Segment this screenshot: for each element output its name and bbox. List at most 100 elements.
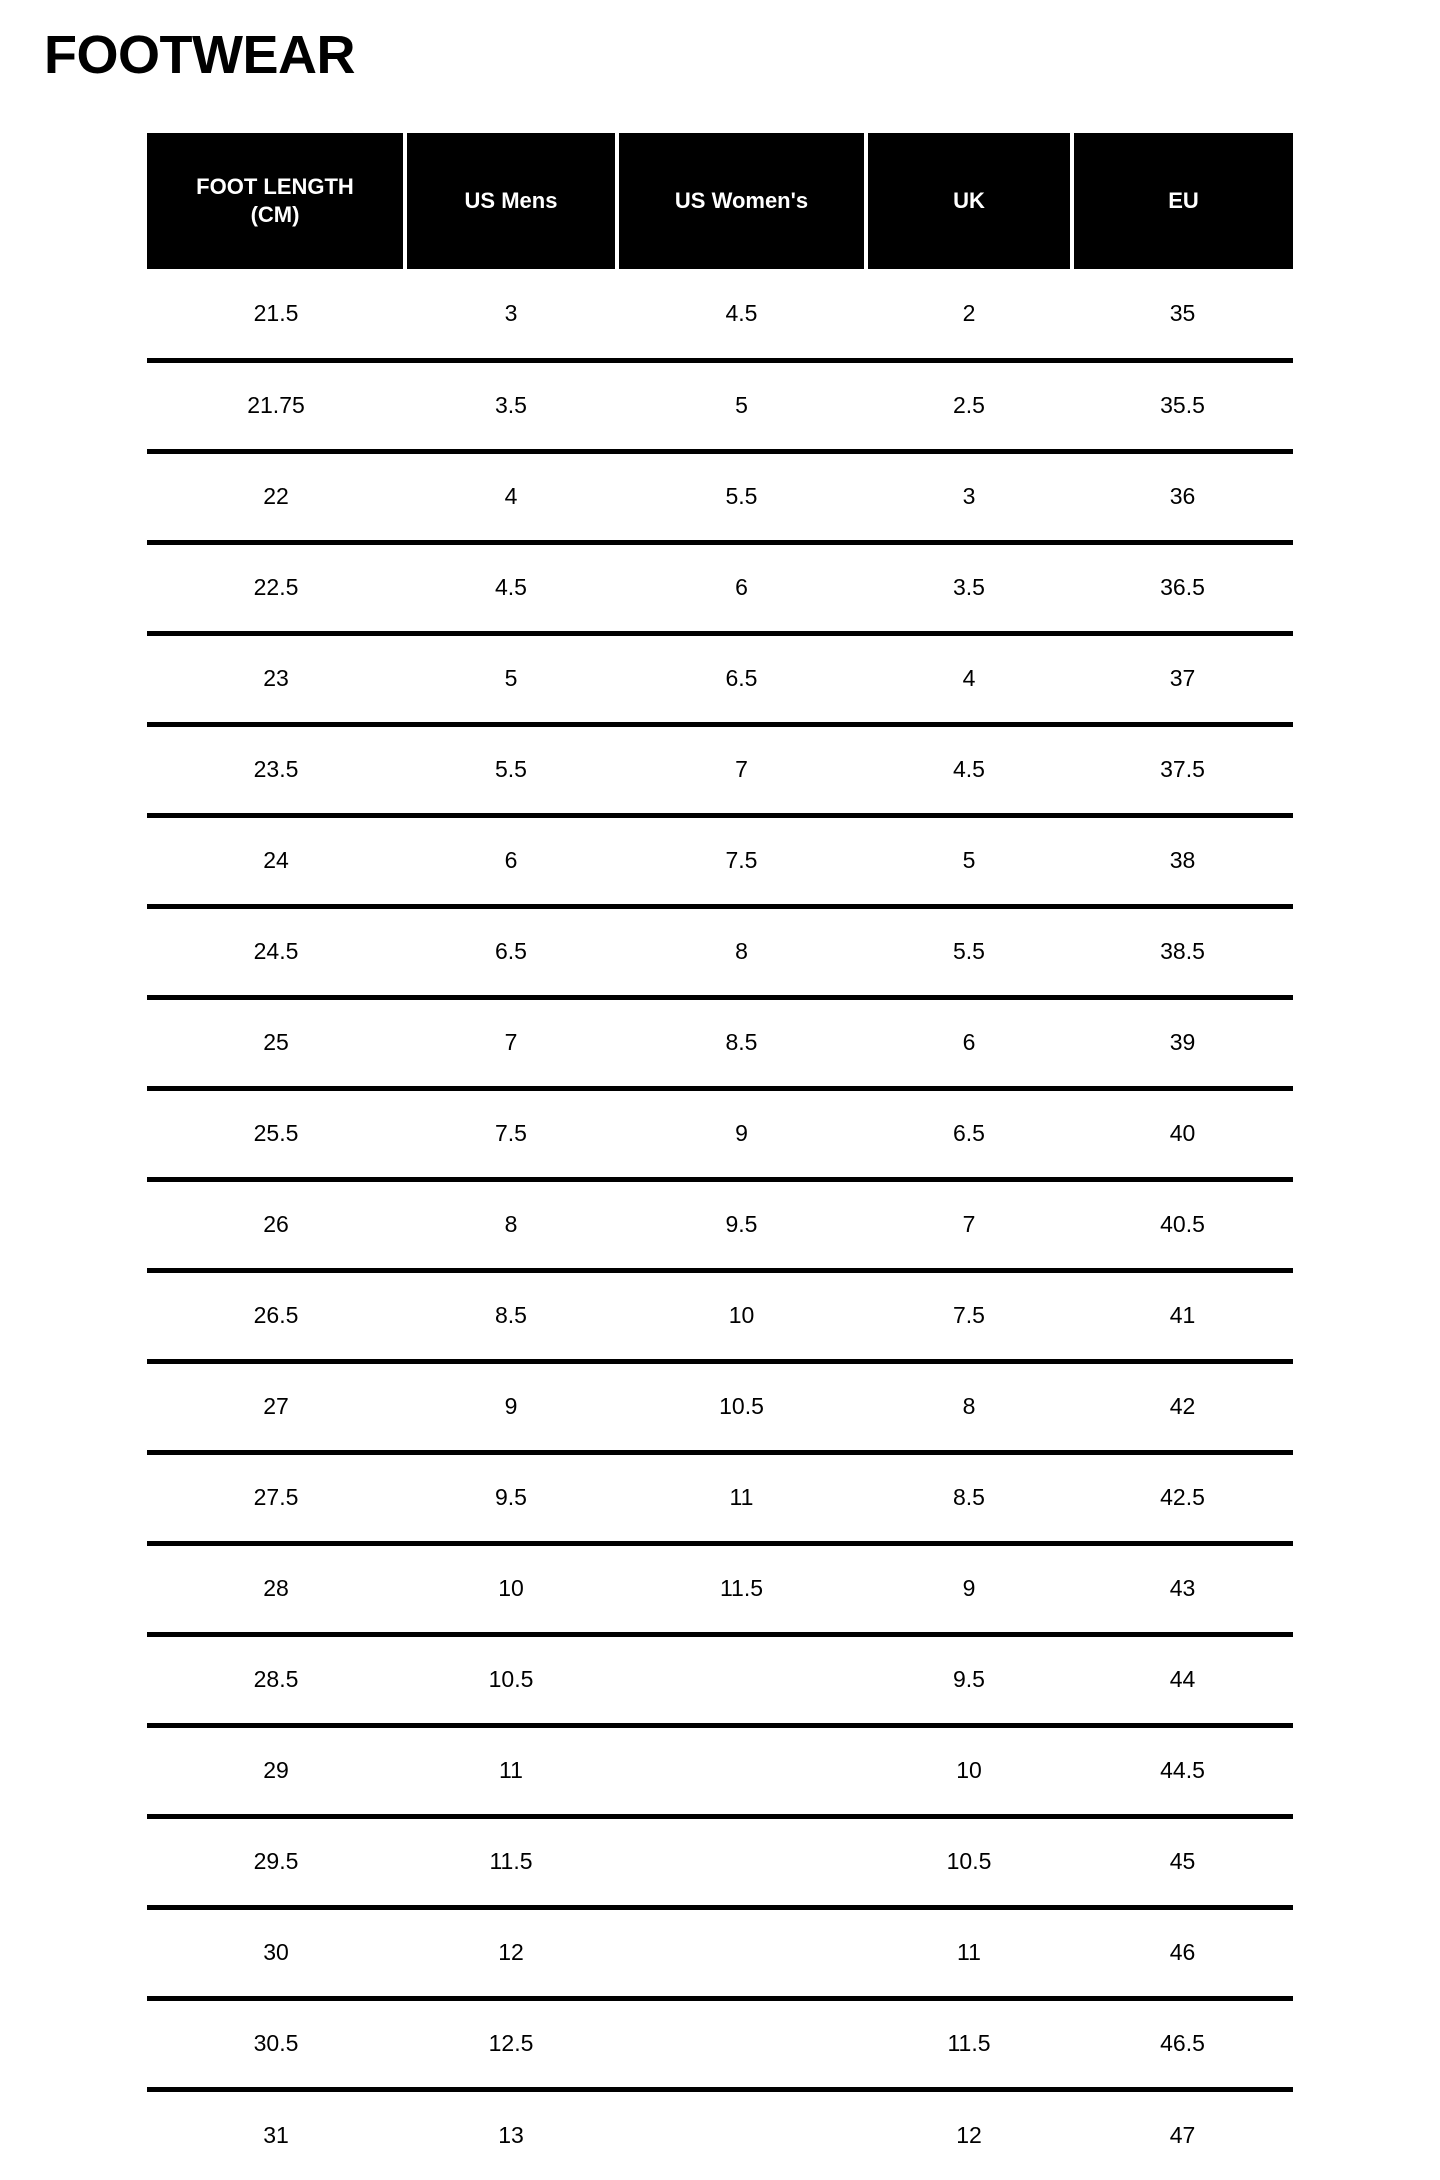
- cell-eu: 37.5: [1072, 724, 1293, 818]
- cell-uk: 4: [866, 633, 1072, 727]
- cell-us_mens: 8: [405, 1179, 617, 1273]
- cell-us_womens: [617, 2089, 866, 2180]
- cell-us_mens: 12: [405, 1907, 617, 2001]
- cell-us_womens: 5.5: [617, 451, 866, 545]
- cell-us_womens: 7: [617, 724, 866, 818]
- cell-uk: 9.5: [866, 1634, 1072, 1728]
- cell-foot_length_cm: 29: [147, 1725, 405, 1819]
- table-row: 23 5 6.5 4 37: [147, 633, 1293, 727]
- cell-us_womens: 10.5: [617, 1361, 866, 1455]
- cell-us_mens: 3: [405, 269, 617, 363]
- cell-us_mens: 12.5: [405, 1998, 617, 2092]
- table-row: 25.5 7.5 9 6.5 40: [147, 1088, 1293, 1182]
- cell-us_mens: 11.5: [405, 1816, 617, 1910]
- cell-us_mens: 3.5: [405, 360, 617, 454]
- cell-uk: 5.5: [866, 906, 1072, 1000]
- cell-eu: 44: [1072, 1634, 1293, 1728]
- cell-us_mens: 13: [405, 2089, 617, 2180]
- column-header-foot-length-line2: (CM): [250, 202, 300, 227]
- table-row: 27.5 9.5 11 8.5 42.5: [147, 1452, 1293, 1546]
- cell-uk: 6.5: [866, 1088, 1072, 1182]
- cell-foot_length_cm: 23.5: [147, 724, 405, 818]
- cell-eu: 38: [1072, 815, 1293, 909]
- cell-eu: 41: [1072, 1270, 1293, 1364]
- table-row: 30 12 11 46: [147, 1907, 1293, 2001]
- cell-uk: 7: [866, 1179, 1072, 1273]
- cell-uk: 11: [866, 1907, 1072, 2001]
- cell-eu: 35: [1072, 269, 1293, 363]
- cell-uk: 9: [866, 1543, 1072, 1637]
- table-row: 24 6 7.5 5 38: [147, 815, 1293, 909]
- table-header: FOOT LENGTH (CM) US Mens US Women's UK E…: [147, 133, 1293, 269]
- cell-eu: 42: [1072, 1361, 1293, 1455]
- table-row: 27 9 10.5 8 42: [147, 1361, 1293, 1455]
- cell-us_mens: 10.5: [405, 1634, 617, 1728]
- table-body: 21.5 3 4.5 2 35 21.75 3.5 5 2.5 35.5 22 4 5.5 3 36 22.5…: [147, 269, 1293, 2180]
- column-header-foot-length-line1: FOOT LENGTH: [196, 173, 354, 199]
- cell-uk: 11.5: [866, 1998, 1072, 2092]
- cell-eu: 38.5: [1072, 906, 1293, 1000]
- cell-eu: 46: [1072, 1907, 1293, 2001]
- cell-us_mens: 7.5: [405, 1088, 617, 1182]
- cell-eu: 45: [1072, 1816, 1293, 1910]
- table-row: 25 7 8.5 6 39: [147, 997, 1293, 1091]
- cell-foot_length_cm: 30.5: [147, 1998, 405, 2092]
- cell-us_mens: 6: [405, 815, 617, 909]
- table-row: 29 11 10 44.5: [147, 1725, 1293, 1819]
- cell-uk: 8.5: [866, 1452, 1072, 1546]
- cell-us_womens: 5: [617, 360, 866, 454]
- cell-us_mens: 8.5: [405, 1270, 617, 1364]
- cell-uk: 5: [866, 815, 1072, 909]
- cell-foot_length_cm: 24.5: [147, 906, 405, 1000]
- column-header-foot-length: FOOT LENGTH (CM): [147, 133, 407, 269]
- cell-us_womens: 9: [617, 1088, 866, 1182]
- cell-us_womens: 7.5: [617, 815, 866, 909]
- cell-uk: 6: [866, 997, 1072, 1091]
- cell-us_womens: [617, 1634, 866, 1728]
- cell-eu: 39: [1072, 997, 1293, 1091]
- cell-us_mens: 7: [405, 997, 617, 1091]
- table-row: 29.5 11.5 10.5 45: [147, 1816, 1293, 1910]
- cell-us_mens: 6.5: [405, 906, 617, 1000]
- cell-eu: 44.5: [1072, 1725, 1293, 1819]
- cell-foot_length_cm: 24: [147, 815, 405, 909]
- cell-uk: 12: [866, 2089, 1072, 2180]
- cell-foot_length_cm: 21.5: [147, 269, 405, 363]
- cell-us_mens: 4: [405, 451, 617, 545]
- page-title: FOOTWEAR: [44, 25, 355, 85]
- cell-foot_length_cm: 23: [147, 633, 405, 727]
- cell-us_mens: 10: [405, 1543, 617, 1637]
- size-chart-table-wrapper: FOOT LENGTH (CM) US Mens US Women's UK E…: [147, 133, 1293, 2180]
- cell-us_womens: 11: [617, 1452, 866, 1546]
- cell-foot_length_cm: 31: [147, 2089, 405, 2180]
- cell-eu: 47: [1072, 2089, 1293, 2180]
- cell-foot_length_cm: 21.75: [147, 360, 405, 454]
- table-row: 22.5 4.5 6 3.5 36.5: [147, 542, 1293, 636]
- cell-us_mens: 11: [405, 1725, 617, 1819]
- cell-us_womens: 6: [617, 542, 866, 636]
- cell-eu: 40.5: [1072, 1179, 1293, 1273]
- cell-eu: 40: [1072, 1088, 1293, 1182]
- cell-us_mens: 5.5: [405, 724, 617, 818]
- column-header-us-womens: US Women's: [617, 133, 868, 269]
- cell-foot_length_cm: 26: [147, 1179, 405, 1273]
- table-row: 28 10 11.5 9 43: [147, 1543, 1293, 1637]
- cell-foot_length_cm: 28: [147, 1543, 405, 1637]
- cell-foot_length_cm: 25: [147, 997, 405, 1091]
- cell-uk: 4.5: [866, 724, 1072, 818]
- cell-us_womens: 4.5: [617, 269, 866, 363]
- cell-foot_length_cm: 26.5: [147, 1270, 405, 1364]
- cell-uk: 3.5: [866, 542, 1072, 636]
- table-row: 21.5 3 4.5 2 35: [147, 269, 1293, 363]
- cell-uk: 10: [866, 1725, 1072, 1819]
- cell-eu: 35.5: [1072, 360, 1293, 454]
- cell-foot_length_cm: 29.5: [147, 1816, 405, 1910]
- cell-foot_length_cm: 27: [147, 1361, 405, 1455]
- cell-eu: 36.5: [1072, 542, 1293, 636]
- column-header-uk: UK: [866, 133, 1074, 269]
- cell-foot_length_cm: 25.5: [147, 1088, 405, 1182]
- cell-uk: 2: [866, 269, 1072, 363]
- cell-us_womens: 11.5: [617, 1543, 866, 1637]
- cell-eu: 46.5: [1072, 1998, 1293, 2092]
